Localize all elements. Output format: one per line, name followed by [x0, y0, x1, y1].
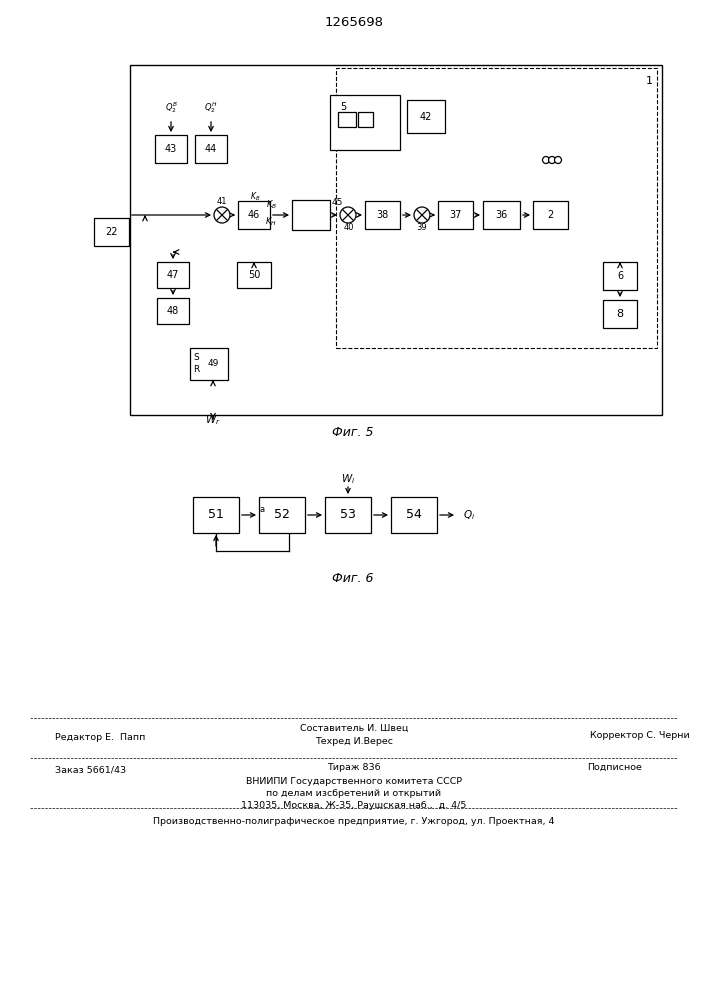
Text: Фиг. 5: Фиг. 5 — [332, 426, 374, 438]
Text: 45: 45 — [332, 198, 344, 207]
Text: 1: 1 — [646, 76, 653, 86]
Text: Заказ 5661/43: Заказ 5661/43 — [55, 766, 126, 774]
Bar — [325, 497, 371, 533]
Text: $Q_i$: $Q_i$ — [463, 508, 475, 522]
Text: Составитель И. Швец: Составитель И. Швец — [300, 724, 408, 732]
Text: 53: 53 — [340, 508, 356, 522]
Bar — [603, 300, 637, 328]
Text: 37: 37 — [450, 210, 462, 220]
Bar — [292, 200, 330, 230]
Text: $K_B$: $K_B$ — [250, 191, 260, 203]
Text: R: R — [193, 365, 199, 374]
Text: Техред И.Верес: Техред И.Верес — [315, 738, 393, 746]
Bar — [195, 135, 227, 163]
Circle shape — [340, 207, 356, 223]
Text: 47: 47 — [167, 270, 179, 280]
Text: 49: 49 — [207, 360, 218, 368]
Text: по делам изсбретений и открытий: по делам изсбретений и открытий — [267, 788, 442, 798]
Circle shape — [214, 207, 230, 223]
Bar — [365, 201, 400, 229]
Text: 43: 43 — [165, 144, 177, 154]
Text: 5: 5 — [340, 102, 346, 112]
Text: 6: 6 — [617, 271, 623, 281]
Text: 8: 8 — [617, 309, 624, 319]
Circle shape — [549, 156, 556, 163]
Text: 50: 50 — [248, 270, 260, 280]
Text: Фиг. 6: Фиг. 6 — [332, 572, 374, 585]
Circle shape — [554, 156, 561, 163]
Text: 38: 38 — [376, 210, 389, 220]
Text: ВНИИПИ Государственного комитета СССР: ВНИИПИ Государственного комитета СССР — [246, 776, 462, 786]
Bar — [190, 348, 228, 380]
Bar — [603, 262, 637, 290]
Text: 1265698: 1265698 — [325, 15, 383, 28]
Text: S: S — [193, 354, 199, 362]
Bar — [533, 201, 568, 229]
Bar — [407, 100, 445, 133]
Bar — [193, 497, 239, 533]
Text: 113035, Москва, Ж-35, Раушская наб.,  д. 4/5: 113035, Москва, Ж-35, Раушская наб., д. … — [241, 800, 467, 810]
Text: 52: 52 — [274, 508, 290, 522]
Circle shape — [414, 207, 430, 223]
Bar — [238, 201, 270, 229]
Text: 48: 48 — [167, 306, 179, 316]
Text: 51: 51 — [208, 508, 224, 522]
Bar — [259, 497, 305, 533]
Text: $K_H$: $K_H$ — [265, 216, 277, 228]
Text: Тираж 836: Тираж 836 — [327, 762, 381, 772]
Bar — [155, 135, 187, 163]
Text: 42: 42 — [420, 111, 432, 121]
Circle shape — [542, 156, 549, 163]
Text: Производственно-полиграфическое предприятие, г. Ужгород, ул. Проектная, 4: Производственно-полиграфическое предприя… — [153, 818, 555, 826]
Bar — [438, 201, 473, 229]
Text: 22: 22 — [105, 227, 118, 237]
Text: 54: 54 — [406, 508, 422, 522]
Text: 36: 36 — [496, 210, 508, 220]
Text: $Q_2^H$: $Q_2^H$ — [204, 101, 218, 115]
Bar — [157, 298, 189, 324]
Text: Редактор Е.  Папп: Редактор Е. Папп — [55, 734, 146, 742]
Text: $K_B$: $K_B$ — [266, 199, 277, 211]
Text: 41: 41 — [217, 198, 227, 207]
Text: $W_r$: $W_r$ — [205, 413, 221, 427]
Text: 40: 40 — [344, 224, 354, 232]
Bar — [358, 112, 373, 127]
Text: 2: 2 — [547, 210, 554, 220]
Text: $Q_2^B$: $Q_2^B$ — [165, 101, 177, 115]
Bar — [391, 497, 437, 533]
Text: Корректор С. Черни: Корректор С. Черни — [590, 730, 690, 740]
Bar — [483, 201, 520, 229]
Bar — [338, 112, 356, 127]
Bar — [330, 95, 400, 150]
Bar — [130, 65, 662, 415]
Bar — [237, 262, 271, 288]
Text: 39: 39 — [416, 224, 427, 232]
Bar — [94, 218, 129, 246]
Bar — [336, 68, 657, 348]
Text: 44: 44 — [205, 144, 217, 154]
Text: 46: 46 — [248, 210, 260, 220]
Text: Подписное: Подписное — [588, 762, 643, 772]
Text: a: a — [260, 506, 265, 514]
Text: $W_i$: $W_i$ — [341, 472, 355, 486]
Bar — [157, 262, 189, 288]
